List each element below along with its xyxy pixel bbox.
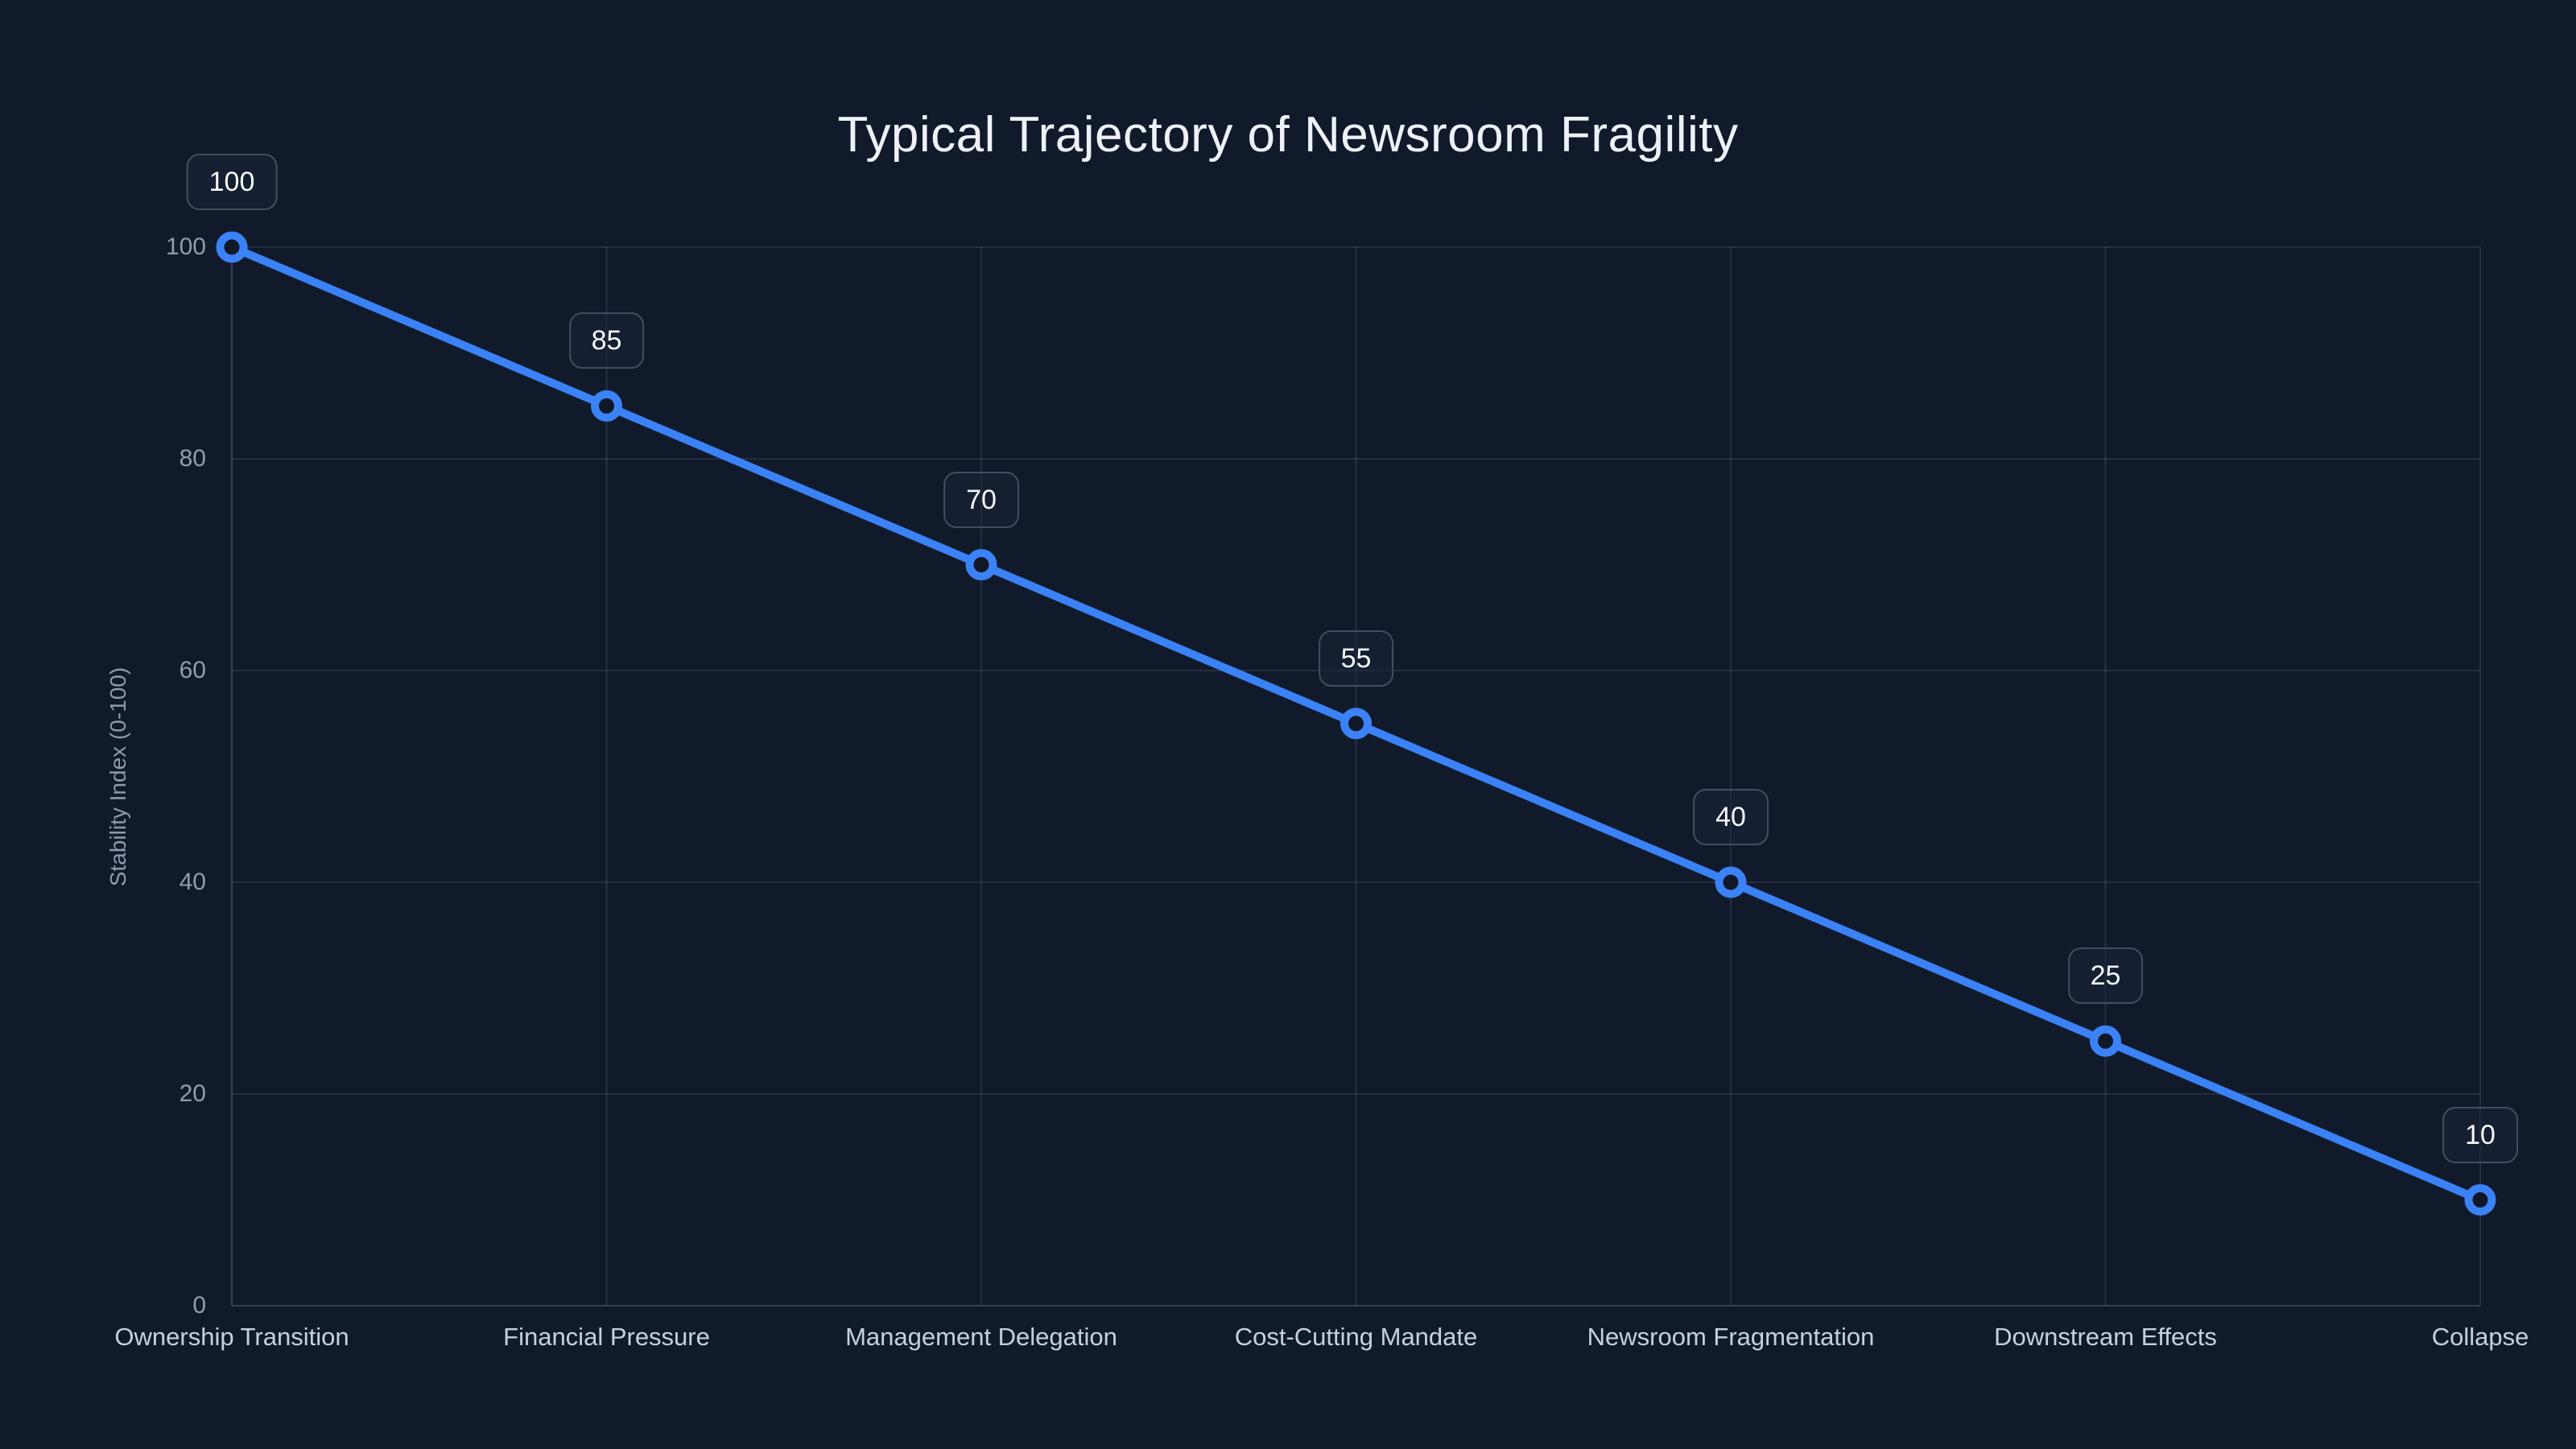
- data-point[interactable]: [591, 390, 622, 422]
- data-point[interactable]: [1340, 708, 1372, 740]
- point-value-label: 55: [1318, 630, 1394, 687]
- y-tick-label: 0: [192, 1292, 206, 1319]
- point-value-label: 40: [1693, 789, 1769, 845]
- x-category-label: Cost-Cutting Mandate: [1234, 1323, 1478, 1351]
- point-value-label: 70: [943, 471, 1019, 528]
- x-category-label: Ownership Transition: [114, 1323, 349, 1351]
- y-tick-label: 20: [179, 1080, 206, 1107]
- point-value-label: 25: [2067, 947, 2144, 1005]
- chart-title: Typical Trajectory of Newsroom Fragility: [837, 107, 1739, 163]
- point-value-label: 10: [2442, 1106, 2518, 1163]
- data-point[interactable]: [965, 549, 997, 580]
- x-category-label: Newsroom Fragmentation: [1587, 1323, 1875, 1351]
- point-value-label: 100: [186, 154, 278, 210]
- data-point[interactable]: [1715, 866, 1747, 898]
- x-category-label: Financial Pressure: [503, 1323, 710, 1351]
- x-category-label: Downstream Effects: [1994, 1323, 2217, 1351]
- data-point[interactable]: [2464, 1184, 2496, 1216]
- x-category-label: Collapse: [2431, 1323, 2529, 1351]
- y-tick-label: 80: [179, 445, 206, 472]
- data-point[interactable]: [2090, 1025, 2121, 1057]
- y-tick-label: 40: [179, 869, 206, 895]
- data-point[interactable]: [216, 231, 248, 263]
- y-axis-title: Stability Index (0-100): [105, 667, 130, 887]
- y-tick-label: 100: [165, 233, 206, 260]
- point-value-label: 85: [568, 312, 645, 369]
- y-tick-label: 60: [179, 657, 206, 683]
- x-category-label: Management Delegation: [845, 1323, 1117, 1351]
